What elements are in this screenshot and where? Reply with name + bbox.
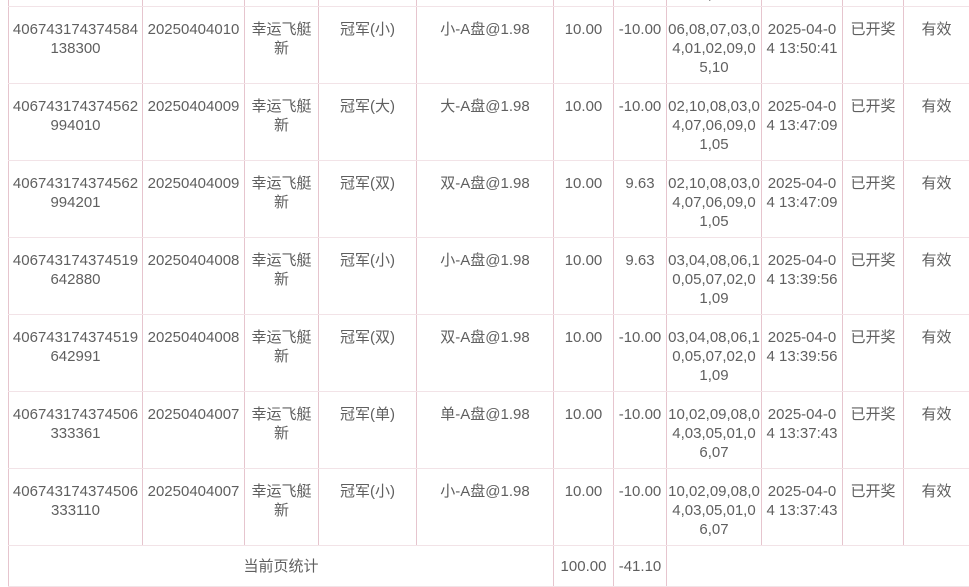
cell-bet-time: 2025-04-04 13:47:09 — [761, 160, 843, 238]
cell-period: 20250404010 — [142, 6, 245, 84]
cell-bet-content: 小-A盘@1.98 — [416, 237, 554, 315]
cell-draw-status: 已开奖 — [842, 468, 904, 546]
cell-validity: 有效 — [903, 160, 969, 238]
cell-period: 20250404008 — [142, 314, 245, 392]
cell-draw-status: 已开奖 — [842, 160, 904, 238]
cell-amount: 10.00 — [553, 160, 614, 238]
cell-bet-content: 小-A盘@1.98 — [416, 6, 554, 84]
cell-bet-content: 单-A盘@1.98 — [416, 391, 554, 469]
cell-order-id: 406743174374562994201 — [8, 160, 143, 238]
cell-profit: -10.00 — [613, 6, 667, 84]
summary-row: 当前页统计 100.00 -41.10 — [8, 545, 969, 587]
cell-bet-time: 2025-04-04 13:39:56 — [761, 237, 843, 315]
cell-order-id: 406743174374584138300 — [8, 6, 143, 84]
cell-profit: -10.00 — [613, 83, 667, 161]
cell-amount: 10.00 — [553, 83, 614, 161]
cell-draw-result: 10,02,09,08,04,03,05,01,06,07 — [666, 468, 762, 546]
table-row: 406743174374506333361 20250404007 幸运飞艇新 … — [8, 391, 969, 469]
cell-validity: 有效 — [903, 468, 969, 546]
cell-bet-time: 2025-04-04 13:37:43 — [761, 468, 843, 546]
cell-play-type: 冠军(大) — [318, 83, 417, 161]
cell-draw-result: 02,10,08,03,04,07,06,09,01,05 — [666, 83, 762, 161]
cell-draw-status: 已开奖 — [842, 391, 904, 469]
cell-draw-result: 06,08,07,03,04,01,02,09,05,10 — [666, 6, 762, 84]
summary-label: 当前页统计 — [8, 545, 554, 587]
draw-result-clipped-text: 5,10 — [699, 0, 728, 4]
cell-validity: 有效 — [903, 6, 969, 84]
cell-play-type: 冠军(小) — [318, 6, 417, 84]
cell-lottery-name: 幸运飞艇新 — [244, 160, 319, 238]
cell-bet-time: 2025-04-04 13:47:09 — [761, 83, 843, 161]
table-row: 406743174374519642991 20250404008 幸运飞艇新 … — [8, 314, 969, 392]
summary-total-profit: -41.10 — [613, 545, 667, 587]
cell-bet-content: 双-A盘@1.98 — [416, 160, 554, 238]
cell-draw-status: 已开奖 — [842, 6, 904, 84]
cell-lottery-name: 幸运飞艇新 — [244, 6, 319, 84]
table-row: 406743174374584138300 20250404010 幸运飞艇新 … — [8, 6, 969, 84]
cell-lottery-name: 幸运飞艇新 — [244, 314, 319, 392]
cell-play-type: 冠军(小) — [318, 468, 417, 546]
cell-profit: -10.00 — [613, 314, 667, 392]
cell-order-id: 406743174374506333110 — [8, 468, 143, 546]
cell-period: 20250404008 — [142, 237, 245, 315]
cell-amount: 10.00 — [553, 468, 614, 546]
table-row: 406743174374562994010 20250404009 幸运飞艇新 … — [8, 83, 969, 161]
cell-bet-content: 大-A盘@1.98 — [416, 83, 554, 161]
cell-draw-result: 10,02,09,08,04,03,05,01,06,07 — [666, 391, 762, 469]
cell-bet-content: 双-A盘@1.98 — [416, 314, 554, 392]
cell-draw-result: 03,04,08,06,10,05,07,02,01,09 — [666, 314, 762, 392]
cell-draw-status: 已开奖 — [842, 83, 904, 161]
cell-profit: -10.00 — [613, 468, 667, 546]
cell-bet-time: 2025-04-04 13:50:41 — [761, 6, 843, 84]
cell-draw-status: 已开奖 — [842, 237, 904, 315]
cell-period: 20250404007 — [142, 391, 245, 469]
cell-amount: 10.00 — [553, 314, 614, 392]
cell-amount: 10.00 — [553, 6, 614, 84]
cell-lottery-name: 幸运飞艇新 — [244, 237, 319, 315]
cell-validity: 有效 — [903, 391, 969, 469]
cell-order-id: 406743174374519642880 — [8, 237, 143, 315]
cell-lottery-name: 幸运飞艇新 — [244, 83, 319, 161]
cell-order-id: 406743174374519642991 — [8, 314, 143, 392]
cell-profit: 9.63 — [613, 237, 667, 315]
summary-empty-cell — [666, 545, 969, 587]
cell-profit: 9.63 — [613, 160, 667, 238]
summary-total-amount: 100.00 — [553, 545, 614, 587]
table-row: 406743174374562994201 20250404009 幸运飞艇新 … — [8, 160, 969, 238]
cell-validity: 有效 — [903, 237, 969, 315]
cell-validity: 有效 — [903, 83, 969, 161]
table-row: 406743174374506333110 20250404007 幸运飞艇新 … — [8, 468, 969, 546]
bet-records-table: 5,10 406743174374584138300 20250404010 幸… — [8, 0, 969, 587]
cell-bet-content: 小-A盘@1.98 — [416, 468, 554, 546]
cell-profit: -10.00 — [613, 391, 667, 469]
cell-draw-status: 已开奖 — [842, 314, 904, 392]
cell-amount: 10.00 — [553, 391, 614, 469]
cell-order-id: 406743174374506333361 — [8, 391, 143, 469]
cell-lottery-name: 幸运飞艇新 — [244, 468, 319, 546]
cell-bet-time: 2025-04-04 13:39:56 — [761, 314, 843, 392]
cell-play-type: 冠军(双) — [318, 314, 417, 392]
cell-draw-result: 02,10,08,03,04,07,06,09,01,05 — [666, 160, 762, 238]
cell-amount: 10.00 — [553, 237, 614, 315]
cell-period: 20250404009 — [142, 160, 245, 238]
cell-period: 20250404009 — [142, 83, 245, 161]
cell-draw-result: 03,04,08,06,10,05,07,02,01,09 — [666, 237, 762, 315]
cell-order-id: 406743174374562994010 — [8, 83, 143, 161]
cell-play-type: 冠军(单) — [318, 391, 417, 469]
table-row: 406743174374519642880 20250404008 幸运飞艇新 … — [8, 237, 969, 315]
cell-play-type: 冠军(小) — [318, 237, 417, 315]
cell-lottery-name: 幸运飞艇新 — [244, 391, 319, 469]
cell-validity: 有效 — [903, 314, 969, 392]
cell-play-type: 冠军(双) — [318, 160, 417, 238]
cell-period: 20250404007 — [142, 468, 245, 546]
cell-bet-time: 2025-04-04 13:37:43 — [761, 391, 843, 469]
